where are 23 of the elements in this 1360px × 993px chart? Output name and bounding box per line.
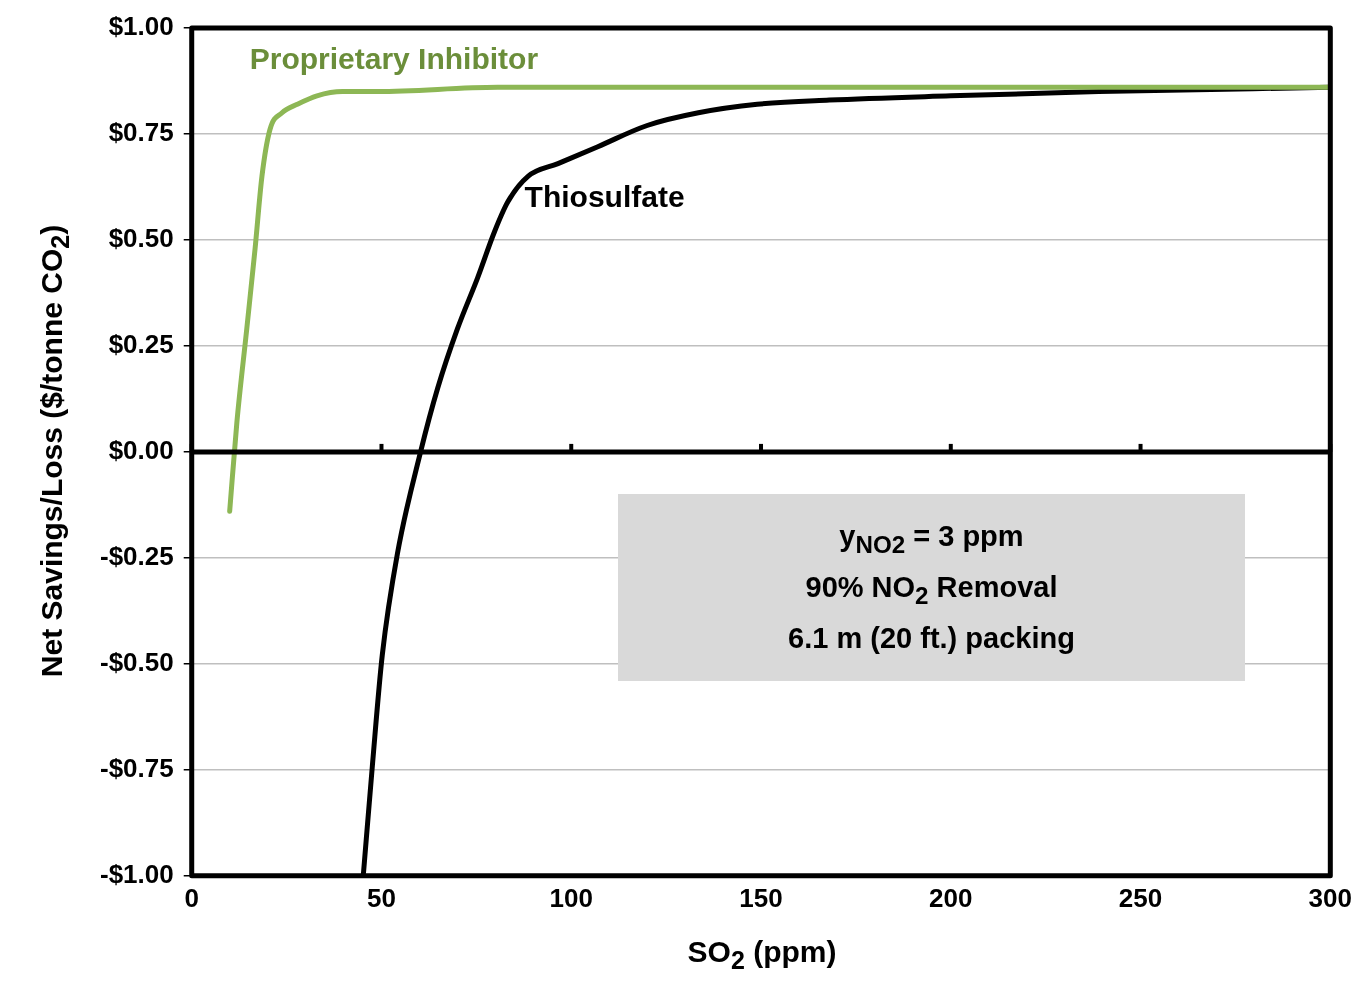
y-tick-label: -$0.25 xyxy=(99,541,174,572)
y-tick-label: $0.25 xyxy=(108,329,174,360)
x-tick-label: 0 xyxy=(184,882,199,913)
x-axis-title: SO$_{2}$ (ppm) xyxy=(687,935,837,975)
y-tick-label: $0.75 xyxy=(108,117,174,148)
y-tick-label: $0.50 xyxy=(108,223,174,254)
x-tick-label: 300 xyxy=(1308,882,1353,913)
series-label: Proprietary Inhibitor xyxy=(249,41,539,75)
x-tick-label: 50 xyxy=(367,882,396,913)
y-tick-label: -$1.00 xyxy=(99,858,174,889)
x-tick-label: 250 xyxy=(1118,882,1163,913)
note-box: y$_{NO2}$ = 3 ppm 90% NO$_{2}$ Removal 6.1 m (20 ft.) packing xyxy=(618,494,1245,681)
x-tick-label: 100 xyxy=(549,882,593,913)
y-tick-label: $1.00 xyxy=(108,11,174,42)
annotation: y$_{NO2}$ = 3 ppm xyxy=(839,519,1024,560)
annotation: 90% NO$_{2}$ Removal xyxy=(805,570,1058,611)
y-tick-label: $0.00 xyxy=(108,435,174,466)
y-tick-label: -$0.50 xyxy=(99,647,174,678)
y-tick-label: -$0.75 xyxy=(99,753,174,783)
series-label: Thiosulfate xyxy=(524,179,685,213)
x-tick-label: 200 xyxy=(929,882,973,913)
annotation: 6.1 m (20 ft.) packing xyxy=(788,620,1075,656)
x-tick-label: 150 xyxy=(739,882,783,913)
